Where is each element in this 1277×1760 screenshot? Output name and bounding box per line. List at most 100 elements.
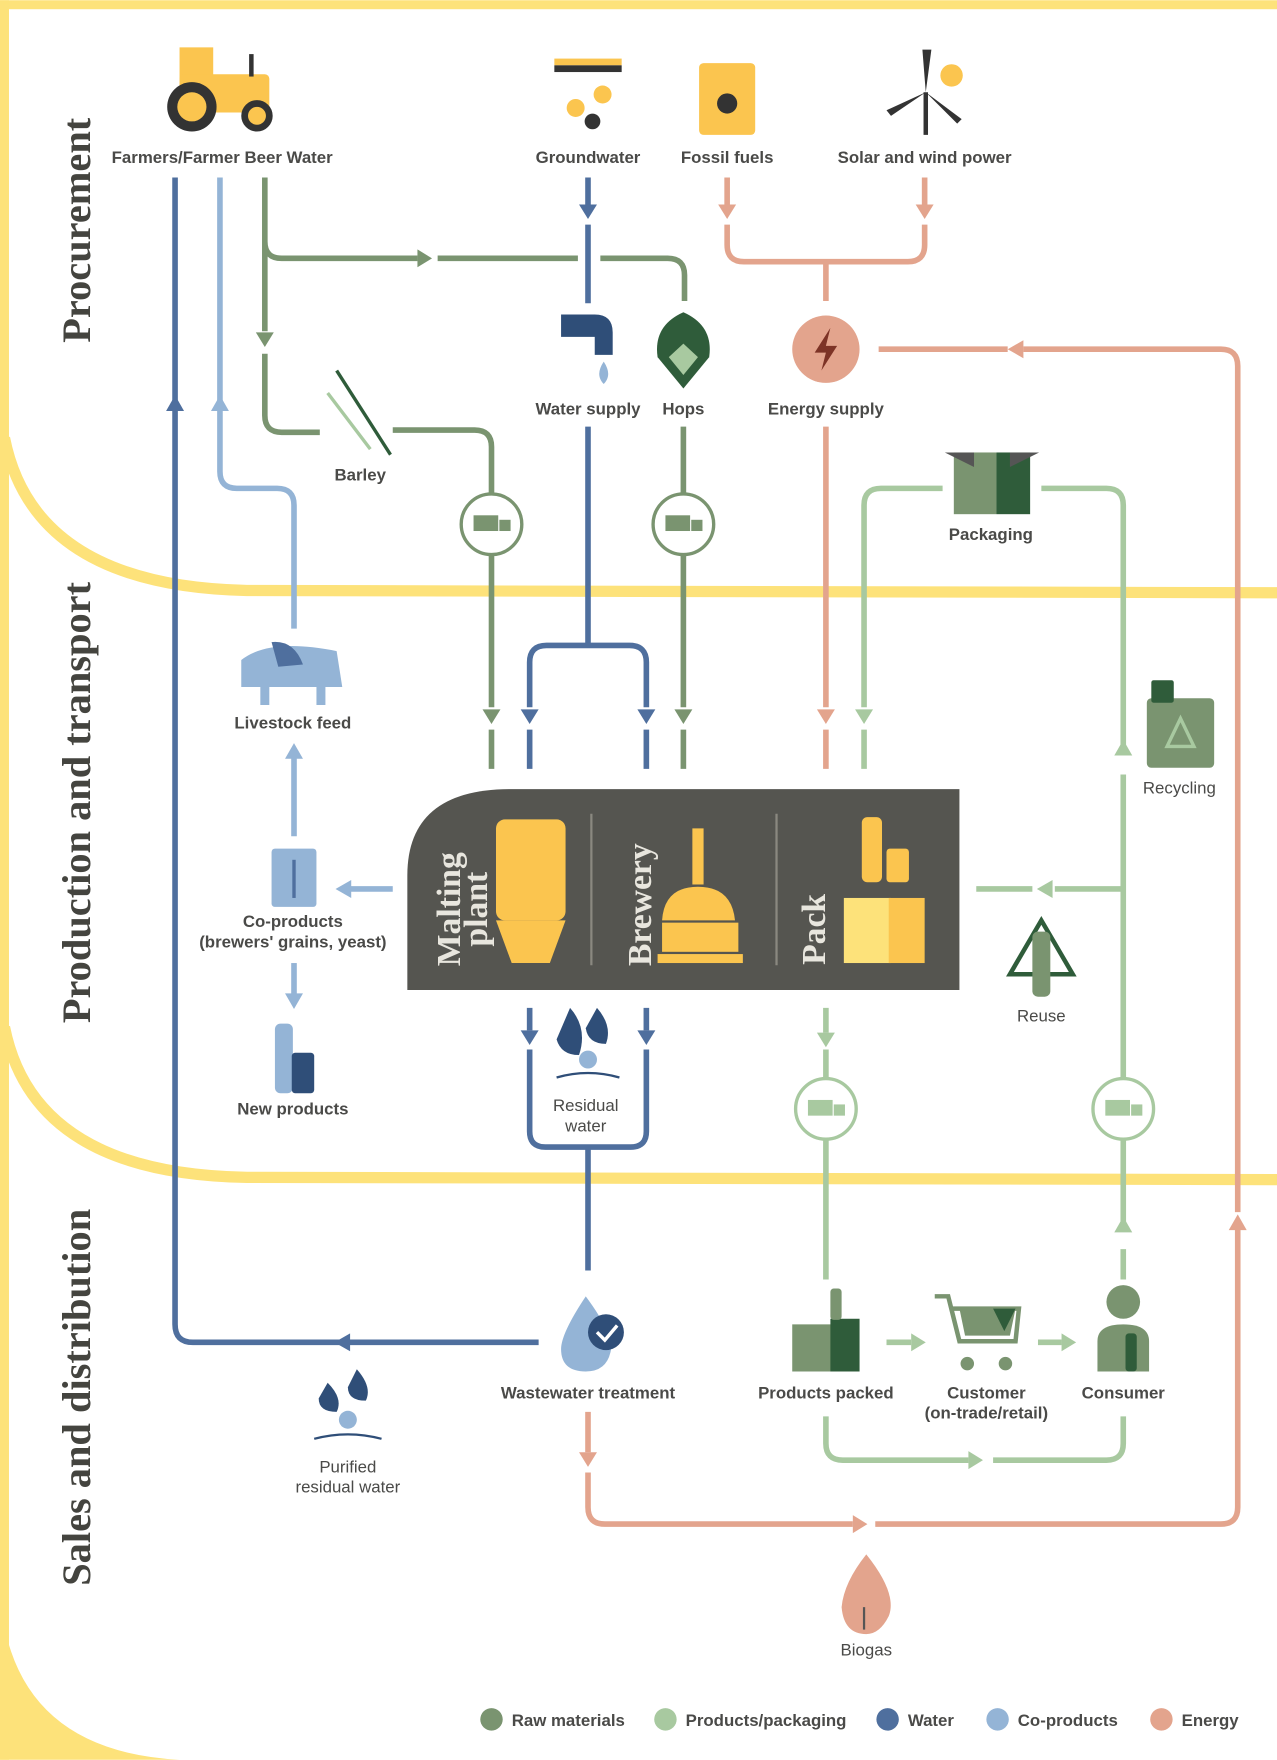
- flows-part: [417, 249, 432, 267]
- icons-part: [1097, 1324, 1149, 1371]
- icons-part: [177, 92, 206, 121]
- flows-part: [1062, 1333, 1077, 1351]
- icons-part: [348, 1369, 368, 1400]
- icons-part: [1147, 698, 1214, 768]
- flows-part: [579, 204, 597, 219]
- icons-part: [940, 64, 962, 86]
- icons-part: [339, 1411, 357, 1429]
- node-label: Fossil fuels: [681, 148, 774, 167]
- node-label: Hops: [662, 399, 704, 418]
- flows-part: [718, 204, 736, 219]
- flows-part: [530, 427, 647, 769]
- plant-part: [889, 898, 925, 963]
- icons-part: [567, 99, 585, 117]
- flows-part: [220, 178, 294, 629]
- flows-part: [1114, 740, 1132, 756]
- icons-part: [275, 1024, 293, 1094]
- icons-part: [961, 1357, 974, 1370]
- legend-swatch: [986, 1708, 1008, 1730]
- legend-swatch: [1150, 1708, 1172, 1730]
- transport-circles-part-part: [499, 520, 510, 531]
- icons-part: [1126, 1333, 1137, 1371]
- flows-part: [256, 332, 274, 347]
- plant-part: [662, 923, 738, 952]
- transport-circles-part-part: [834, 1104, 845, 1115]
- node-label: Reuse: [1017, 1006, 1066, 1025]
- flows-part: [579, 1452, 597, 1467]
- background-part: [4, 1027, 1277, 1180]
- node-label: Solar and wind power: [838, 148, 1012, 167]
- section-label: Procurement: [54, 117, 99, 343]
- legend-label: Raw materials: [512, 1711, 625, 1730]
- flows-part: [817, 709, 835, 724]
- icons-part: [954, 452, 997, 514]
- flows-part: [637, 1030, 655, 1045]
- icons-part: [554, 59, 621, 66]
- plant-label: Pack: [796, 894, 833, 965]
- legend-swatch: [480, 1708, 502, 1730]
- node-label: Residual: [553, 1096, 618, 1115]
- flows-part: [916, 204, 934, 219]
- icons-part: [830, 1319, 859, 1372]
- node-label: Energy supply: [768, 399, 885, 418]
- node-label: (brewers' grains, yeast): [199, 932, 386, 951]
- flows-part: [175, 178, 539, 1343]
- icons-part: [319, 1383, 339, 1412]
- background-part: [4, 438, 1277, 593]
- transport-circles-part-part: [691, 520, 702, 531]
- icons-part: [588, 1314, 624, 1350]
- flows-part: [336, 880, 352, 898]
- node-label: Wastewater treatment: [501, 1383, 676, 1402]
- background-part: [0, 0, 9, 1760]
- icons-part: [557, 1073, 620, 1077]
- icons-part: [557, 1008, 582, 1055]
- plant-part: [692, 828, 703, 884]
- background-part: [0, 0, 1277, 9]
- icons-part: [586, 1008, 608, 1044]
- node-label: Packaging: [949, 525, 1033, 544]
- icons-part: [328, 393, 371, 449]
- node-label: Water supply: [535, 399, 641, 418]
- flows-part: [483, 709, 501, 724]
- node-label: Consumer: [1082, 1383, 1166, 1402]
- node-label: Groundwater: [536, 148, 641, 167]
- flows-part: [911, 1333, 926, 1351]
- icons-part: [717, 93, 737, 113]
- section-label: Production and transport: [54, 581, 99, 1023]
- plant-label: Brewery: [622, 843, 659, 966]
- flows-part: [1008, 340, 1024, 358]
- diagram: Procurement Production and transport Sal…: [0, 0, 1277, 1760]
- transport-circles-part-part: [1105, 1100, 1130, 1116]
- flows-part: [521, 709, 539, 724]
- plant-part: [496, 819, 566, 920]
- flows-part: [855, 709, 873, 724]
- flows-part: [285, 743, 303, 759]
- icons-part: [594, 86, 612, 104]
- transport-circles-part-part: [808, 1100, 833, 1116]
- icons-part: [1032, 932, 1050, 997]
- plant-part: [844, 898, 891, 963]
- flows-part: [727, 178, 924, 301]
- flows-part: [521, 1030, 539, 1045]
- plant-part: [658, 954, 743, 963]
- node-label: Livestock feed: [234, 714, 351, 733]
- icons-part: [842, 1554, 891, 1634]
- flows-part: [530, 1008, 647, 1271]
- icons-part: [554, 65, 621, 72]
- legend-label: Water: [908, 1711, 955, 1730]
- icons-part: [999, 1357, 1012, 1370]
- flows-part: [637, 709, 655, 724]
- icons-part: [248, 107, 266, 125]
- legend-label: Co-products: [1018, 1711, 1118, 1730]
- node-label: Products packed: [758, 1383, 894, 1402]
- transport-circles-part-part: [474, 515, 499, 531]
- page: {"sections":["Procurement","Production a…: [0, 0, 1277, 1760]
- icons-part: [1151, 680, 1173, 702]
- flows-part: [334, 1333, 350, 1351]
- flows-part: [1114, 1217, 1132, 1233]
- icons-part: [585, 114, 601, 130]
- icons-part: [599, 362, 608, 384]
- flows-part: [211, 395, 229, 411]
- node-label: Farmers/Farmer Beer Water: [112, 148, 334, 167]
- icons-part: [249, 54, 253, 76]
